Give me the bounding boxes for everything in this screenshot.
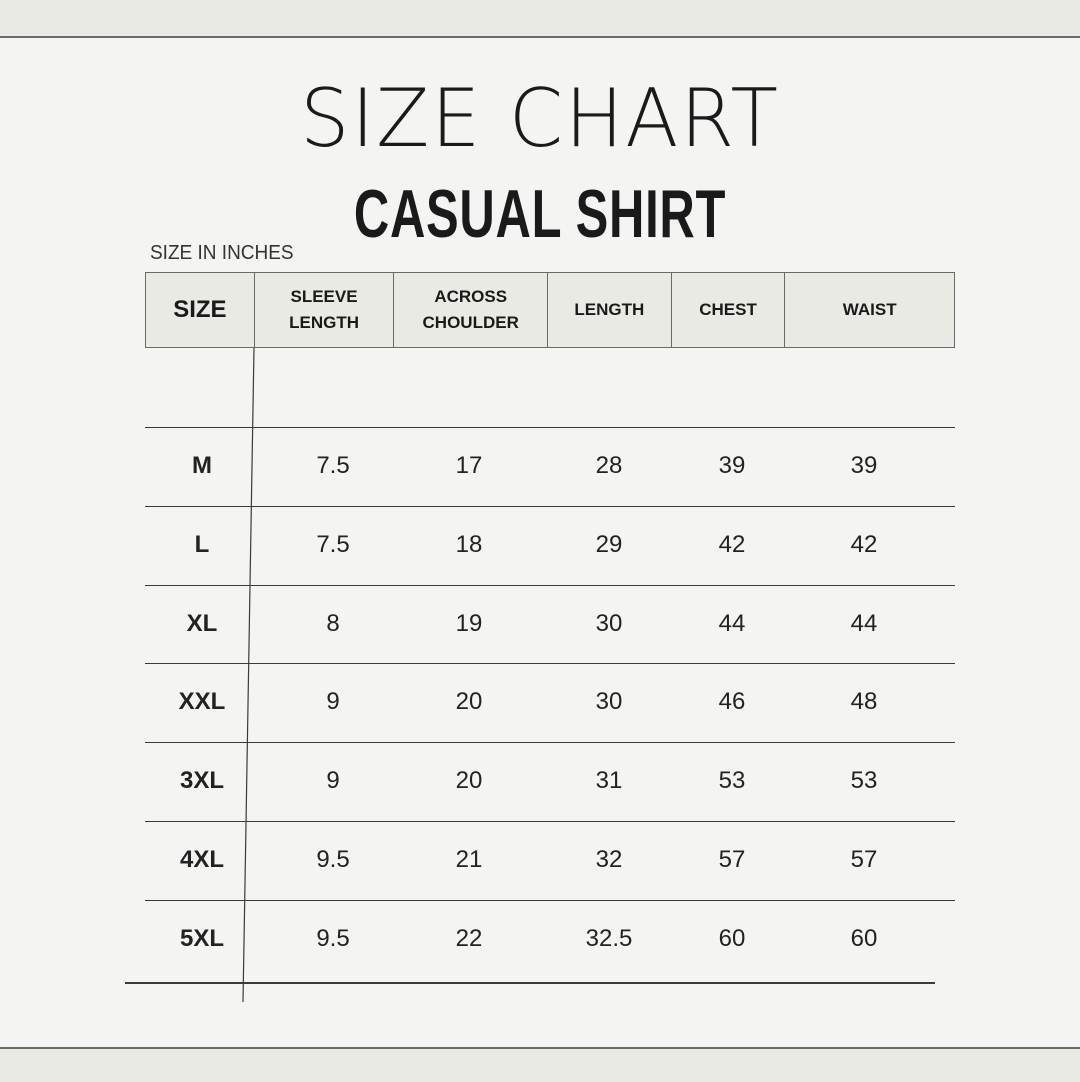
row-divider bbox=[145, 663, 955, 664]
cell-across-shoulder: 19 bbox=[455, 610, 483, 637]
header-size: SIZE bbox=[146, 273, 255, 347]
row-divider bbox=[145, 585, 955, 586]
cell-sleeve-length: 9.5 bbox=[316, 925, 350, 952]
row-divider bbox=[145, 742, 955, 743]
cell-length: 31 bbox=[595, 767, 623, 794]
cell-across-shoulder: 20 bbox=[455, 688, 483, 715]
page-title: SIZE CHART bbox=[300, 72, 780, 165]
bottom-band bbox=[0, 1047, 1080, 1082]
cell-sleeve-length: 8 bbox=[326, 610, 340, 637]
row-divider bbox=[145, 506, 955, 507]
cell-chest: 53 bbox=[718, 767, 746, 794]
table-bottom-line bbox=[125, 982, 935, 984]
cell-size: 3XL bbox=[179, 767, 225, 794]
cell-across-shoulder: 18 bbox=[455, 531, 483, 558]
cell-length: 30 bbox=[595, 688, 623, 715]
cell-size: 5XL bbox=[179, 925, 225, 952]
cell-size: XL bbox=[186, 610, 218, 637]
table-header: SIZE SLEEVE LENGTH ACROSS CHOULDER LENGT… bbox=[145, 272, 955, 348]
top-band bbox=[0, 0, 1080, 38]
cell-waist: 60 bbox=[850, 925, 878, 952]
cell-size: 4XL bbox=[179, 846, 225, 873]
cell-sleeve-length: 7.5 bbox=[316, 452, 350, 479]
cell-sleeve-length: 9 bbox=[326, 767, 340, 794]
cell-length: 32.5 bbox=[585, 925, 633, 952]
cell-length: 28 bbox=[595, 452, 623, 479]
header-length: LENGTH bbox=[548, 273, 672, 347]
cell-across-shoulder: 20 bbox=[455, 767, 483, 794]
header-chest: CHEST bbox=[672, 273, 786, 347]
cell-size: M bbox=[192, 452, 212, 479]
cell-waist: 48 bbox=[850, 688, 878, 715]
row-divider bbox=[145, 427, 955, 428]
row-divider bbox=[145, 900, 955, 901]
cell-waist: 44 bbox=[850, 610, 878, 637]
cell-waist: 42 bbox=[850, 531, 878, 558]
cell-chest: 46 bbox=[718, 688, 746, 715]
header-sleeve-length: SLEEVE LENGTH bbox=[255, 273, 395, 347]
header-waist: WAIST bbox=[842, 300, 897, 319]
cell-across-shoulder: 22 bbox=[455, 925, 483, 952]
header-across-shoulder: ACROSS CHOULDER bbox=[394, 273, 549, 347]
cell-length: 32 bbox=[595, 846, 623, 873]
row-divider bbox=[145, 821, 955, 822]
cell-size: L bbox=[194, 531, 210, 558]
page-subtitle: CASUAL SHIRT bbox=[353, 176, 727, 252]
cell-length: 29 bbox=[595, 531, 623, 558]
cell-chest: 44 bbox=[718, 610, 746, 637]
cell-length: 30 bbox=[595, 610, 623, 637]
cell-across-shoulder: 17 bbox=[455, 452, 483, 479]
cell-chest: 39 bbox=[718, 452, 746, 479]
cell-chest: 60 bbox=[718, 925, 746, 952]
unit-label: SIZE IN INCHES bbox=[150, 242, 294, 264]
cell-chest: 57 bbox=[718, 846, 746, 873]
cell-waist: 57 bbox=[850, 846, 878, 873]
cell-sleeve-length: 9.5 bbox=[316, 846, 350, 873]
cell-size: XXL bbox=[178, 688, 226, 715]
cell-sleeve-length: 7.5 bbox=[316, 531, 350, 558]
cell-sleeve-length: 9 bbox=[326, 688, 340, 715]
cell-across-shoulder: 21 bbox=[455, 846, 483, 873]
cell-waist: 53 bbox=[850, 767, 878, 794]
cell-waist: 39 bbox=[850, 452, 878, 479]
cell-chest: 42 bbox=[718, 531, 746, 558]
